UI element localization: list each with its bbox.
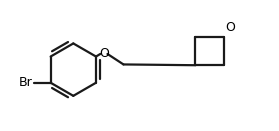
Text: O: O bbox=[225, 21, 235, 34]
Text: Br: Br bbox=[18, 76, 32, 89]
Text: O: O bbox=[99, 47, 109, 60]
